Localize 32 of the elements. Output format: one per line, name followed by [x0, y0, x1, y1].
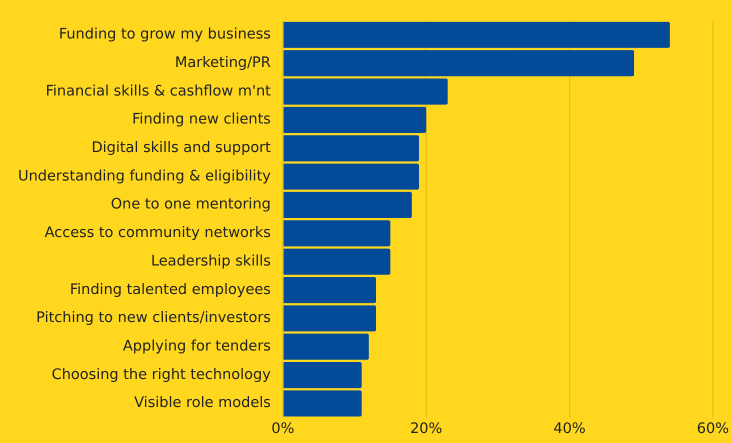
y-tick-label: Pitching to new clients/investors: [36, 310, 271, 326]
y-tick-label: Leadership skills: [150, 253, 271, 270]
y-tick-label: Digital skills and support: [91, 140, 272, 156]
bar: [284, 334, 369, 360]
bar: [284, 192, 412, 218]
y-tick-label: Access to community networks: [44, 225, 271, 242]
y-tick-label: Visible role models: [134, 395, 271, 412]
bar: [284, 276, 376, 304]
bar: [284, 78, 448, 105]
y-tick-label: Marketing/PR: [174, 54, 271, 71]
x-tick-label: 0%: [271, 421, 294, 438]
y-tick-label: Choosing the right technology: [52, 366, 272, 383]
y-tick-label: Funding to grow my business: [58, 26, 271, 43]
bar: [284, 390, 362, 416]
bar: [284, 106, 426, 133]
bar: [284, 362, 362, 388]
bar: [284, 164, 420, 190]
y-tick-label: One to one mentoring: [110, 196, 271, 213]
y-tick-label: Understanding funding & eligibility: [18, 168, 272, 184]
y-tick-label: Finding talented employees: [70, 282, 271, 298]
bar: [284, 248, 390, 275]
x-tick-label: 60%: [696, 421, 730, 438]
x-tick-label: 20%: [410, 421, 442, 438]
x-tick-label: 40%: [553, 421, 586, 438]
y-tick-label: Applying for tenders: [122, 338, 271, 354]
bar: [284, 135, 420, 162]
y-tick-label: Financial skills & cashflow m'nt: [46, 83, 272, 100]
bar: [284, 22, 670, 48]
bar: [284, 50, 634, 76]
y-tick-label: Finding new clients: [132, 112, 271, 128]
bar: [284, 220, 390, 246]
bar: [284, 305, 376, 332]
